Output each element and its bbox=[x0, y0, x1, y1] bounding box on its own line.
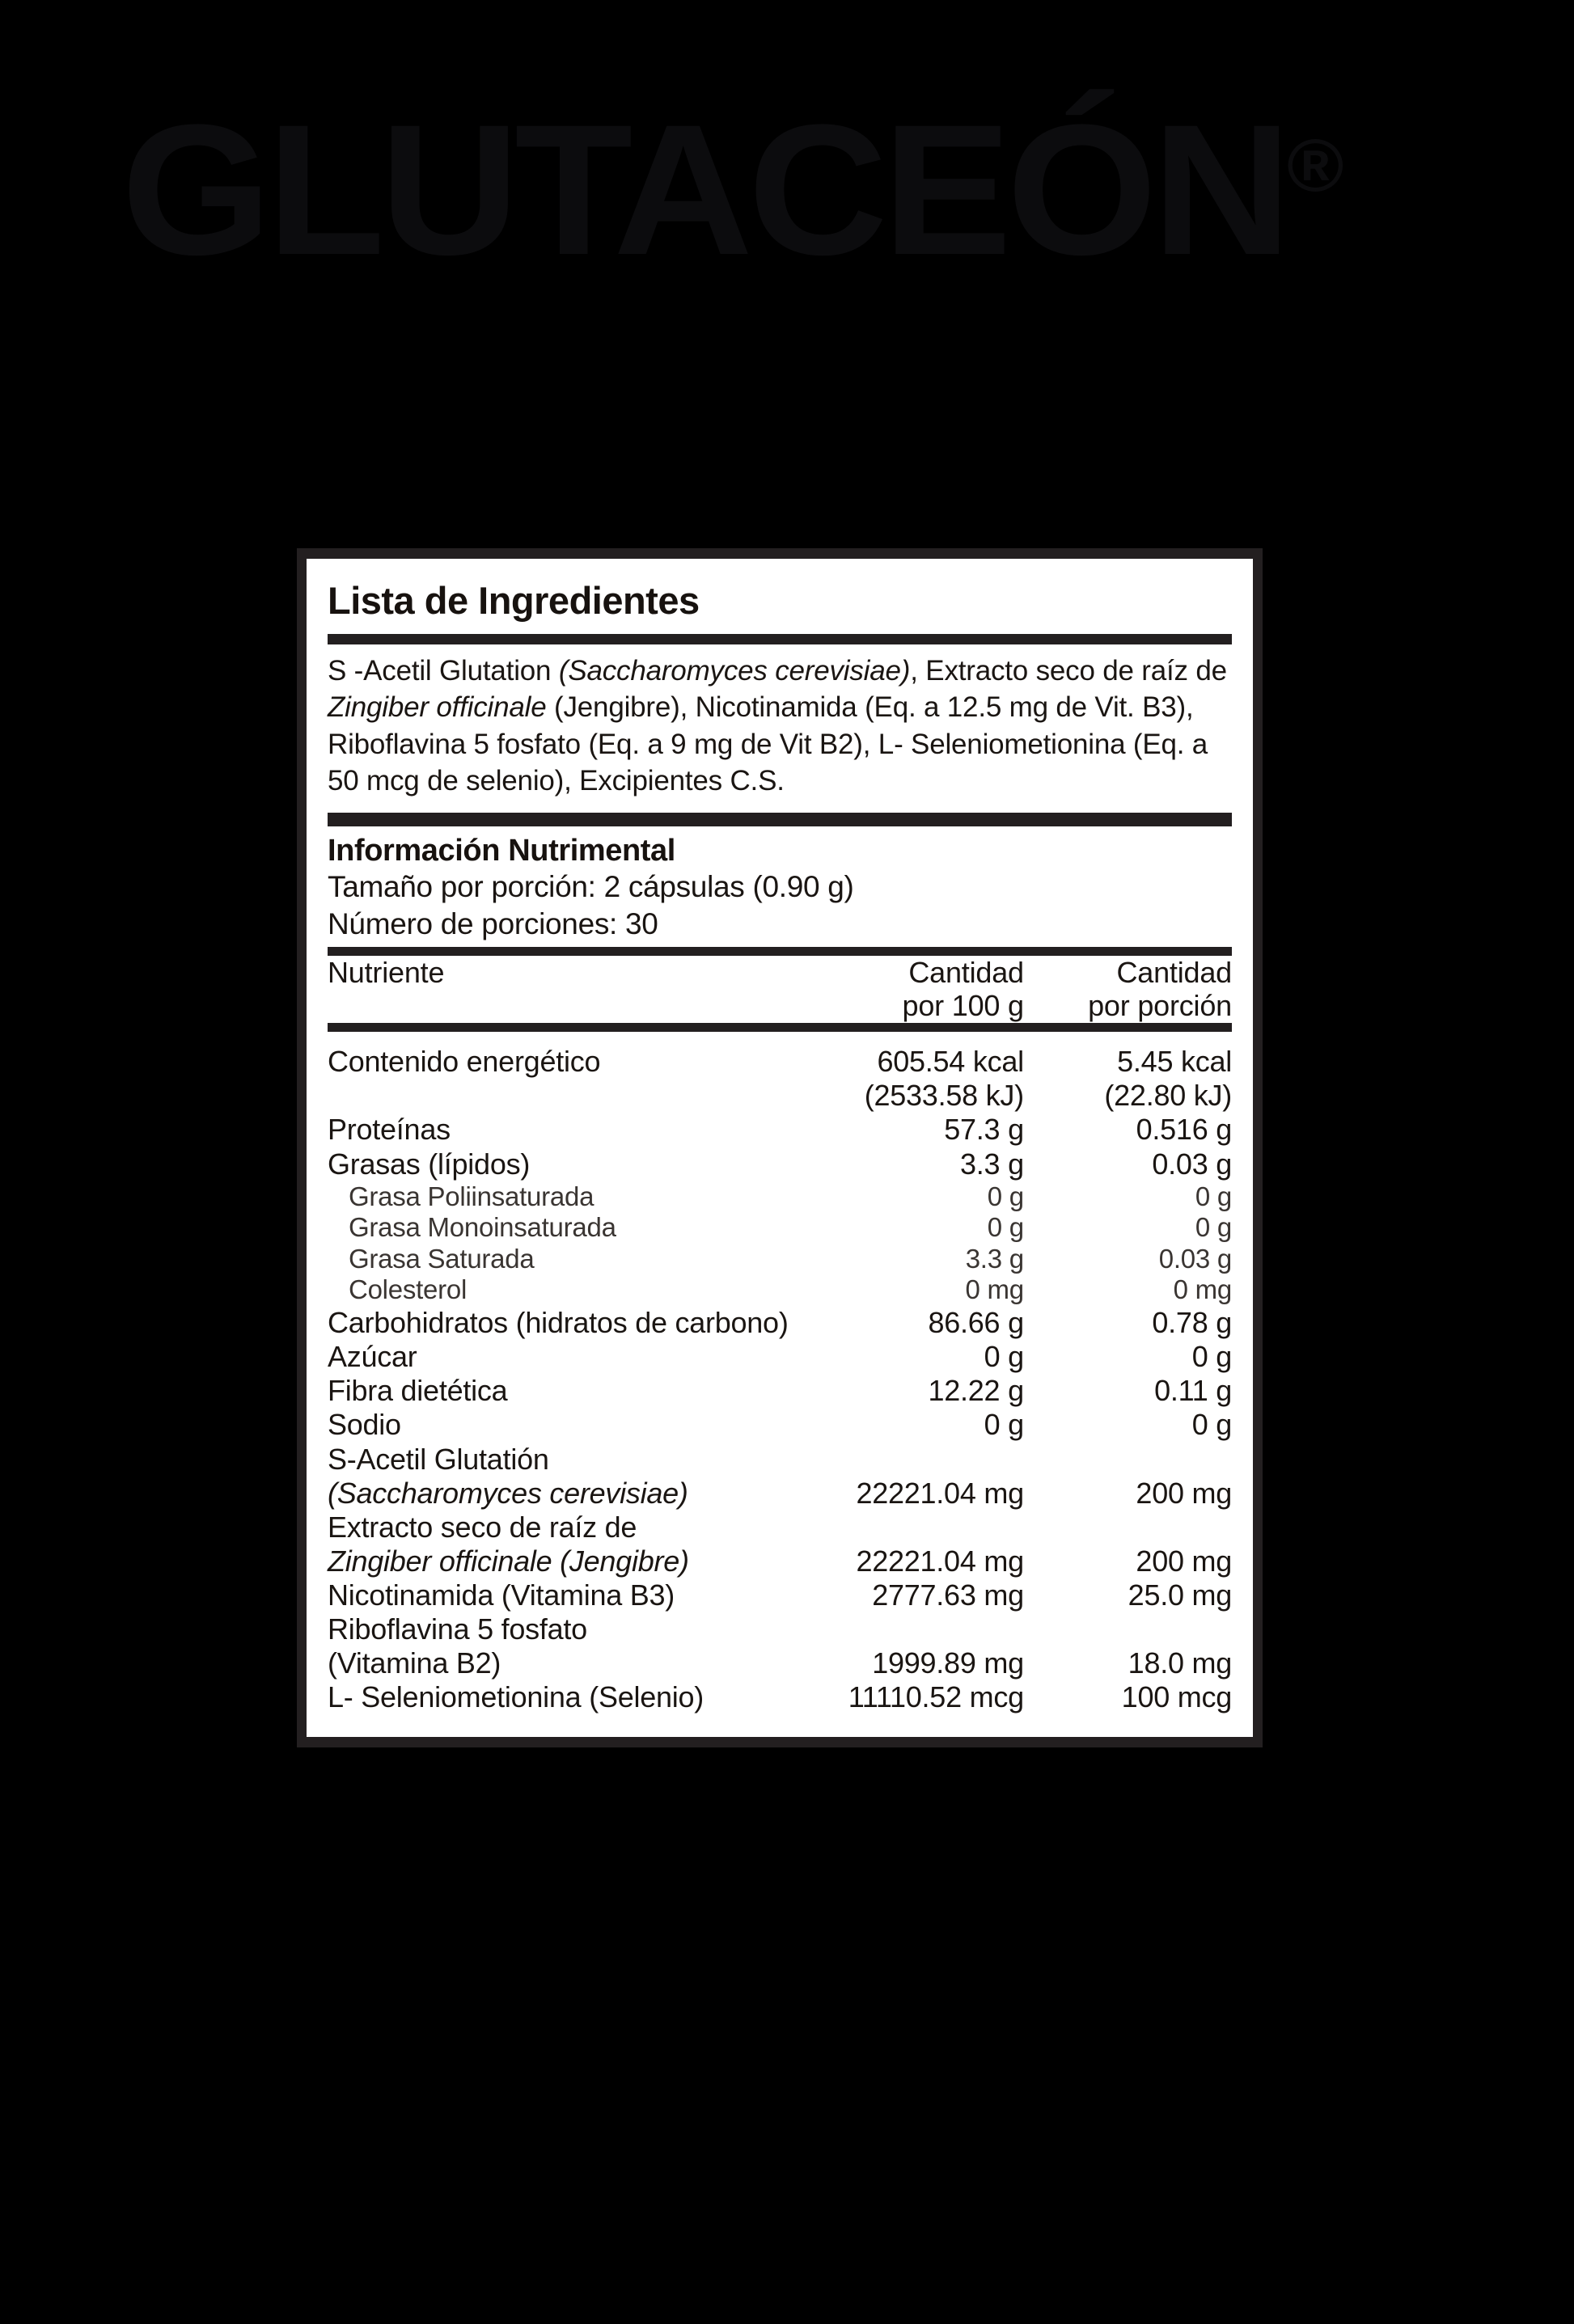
table-row: Carbohidratos (hidratos de carbono) 86.66… bbox=[328, 1306, 1232, 1340]
nutrient-value-per-100g bbox=[798, 1511, 1024, 1544]
nutrient-name: Carbohidratos (hidratos de carbono) bbox=[328, 1306, 789, 1340]
nutrient-value-per-serving bbox=[1024, 1443, 1232, 1477]
brand-watermark-text: GLUTACEÓN bbox=[121, 86, 1292, 294]
nutrient-value-per-100g: 0 g bbox=[984, 1408, 1025, 1442]
nutrient-value-per-100g bbox=[798, 1443, 1024, 1477]
table-row: Azúcar 0 g 0 g bbox=[328, 1340, 1232, 1374]
nutrient-name: Proteínas bbox=[328, 1113, 451, 1147]
nutrient-value-per-serving: 200 mg bbox=[1136, 1544, 1232, 1578]
nutrient-value-per-100g: 86.66 g bbox=[928, 1306, 1024, 1340]
ingredients-title: Lista de Ingredientes bbox=[328, 579, 700, 622]
nutrient-name: (Vitamina B2) bbox=[328, 1646, 501, 1680]
table-row: Colesterol 0 mg 0 mg bbox=[328, 1274, 1232, 1306]
divider-before-nutrition bbox=[328, 812, 1232, 826]
nutrient-value-per-100g: 22221.04 mg bbox=[856, 1544, 1024, 1578]
nutrient-value-per-100g: 0 g bbox=[987, 1212, 1024, 1243]
nutrient-value-per-100g: 2777.63 mg bbox=[872, 1578, 1024, 1612]
nutrient-name: Azúcar bbox=[328, 1340, 417, 1374]
nutrient-name: Zingiber officinale (Jengibre) bbox=[328, 1544, 689, 1578]
table-row: Grasa Poliinsaturada 0 g 0 g bbox=[328, 1181, 1232, 1213]
nutrition-table-body-wrapper: Contenido energético 605.54 kcal (2533.58… bbox=[328, 1035, 1232, 1714]
nutrient-name: Grasas (lípidos) bbox=[328, 1147, 531, 1181]
nutrient-name: Fibra dietética bbox=[328, 1374, 508, 1408]
column-header-nutrient: Nutriente bbox=[328, 955, 445, 989]
table-row: (Saccharomyces cerevisiae) 22221.04 mg 200… bbox=[328, 1477, 1232, 1511]
registered-trademark-icon: ® bbox=[1286, 125, 1344, 208]
table-row: L- Seleniometionina (Selenio) 11110.52 mc… bbox=[328, 1680, 1232, 1714]
nutrient-value-per-serving: 200 mg bbox=[1136, 1476, 1232, 1510]
nutrient-value-per-serving: 0 g bbox=[1191, 1408, 1233, 1442]
nutrient-value-per-100g: 605.54 kcal (2533.58 kJ) bbox=[864, 1045, 1024, 1113]
nutrient-value-per-serving: 0.03 g bbox=[1158, 1243, 1233, 1274]
servings-per-container: Número de porciones: 30 bbox=[328, 906, 658, 940]
nutrient-name: Extracto seco de raíz de bbox=[328, 1510, 637, 1544]
label-content: Lista de Ingredientes S -Acetil Glutatio… bbox=[307, 559, 1253, 1738]
table-row: Zingiber officinale (Jengibre) 22221.04 m… bbox=[328, 1544, 1232, 1578]
divider-under-ingredients-title bbox=[328, 633, 1232, 644]
table-row: Riboflavina 5 fosfato bbox=[328, 1612, 1232, 1646]
table-row: S-Acetil Glutatión bbox=[328, 1443, 1232, 1477]
nutrient-name: S-Acetil Glutatión bbox=[328, 1442, 549, 1476]
nutrient-value-per-100g: 22221.04 mg bbox=[856, 1476, 1024, 1510]
table-row: (Vitamina B2) 1999.89 mg 18.0 mg bbox=[328, 1646, 1232, 1680]
ingredients-body: S -Acetil Glutation (Saccharomyces cerev… bbox=[328, 654, 1227, 797]
nutrient-name: Riboflavina 5 fosfato bbox=[328, 1612, 587, 1646]
nutrient-value-per-100g: 3.3 g bbox=[960, 1147, 1024, 1181]
nutrient-value-per-100g bbox=[798, 1612, 1024, 1646]
nutrition-table: Nutriente Cantidad por 100 g Cantidad po… bbox=[328, 956, 1232, 1024]
nutrient-value-per-serving: 0 g bbox=[1191, 1340, 1233, 1374]
nutrient-name: Nicotinamida (Vitamina B3) bbox=[328, 1578, 675, 1612]
nutrient-value-per-serving: 100 mcg bbox=[1121, 1680, 1233, 1714]
nutrient-value-per-serving: 0.03 g bbox=[1152, 1147, 1232, 1181]
nutrient-value-per-100g: 0 mg bbox=[965, 1274, 1024, 1305]
table-row: Nicotinamida (Vitamina B3) 2777.63 mg 25.0… bbox=[328, 1578, 1232, 1612]
nutrition-title: Información Nutrimental bbox=[328, 833, 675, 868]
nutrient-value-per-100g: 3.3 g bbox=[965, 1243, 1024, 1274]
table-row: Grasa Monoinsaturada 0 g 0 g bbox=[328, 1212, 1232, 1244]
table-header-row: Nutriente Cantidad por 100 g Cantidad po… bbox=[328, 956, 1232, 1024]
divider-above-table-header bbox=[328, 946, 1232, 956]
nutrient-name: (Saccharomyces cerevisiae) bbox=[328, 1476, 688, 1510]
nutrient-value-per-100g: 0 g bbox=[987, 1181, 1024, 1211]
nutrient-value-per-100g: 0 g bbox=[984, 1340, 1025, 1374]
nutrient-name: Colesterol bbox=[349, 1274, 468, 1305]
table-row: Extracto seco de raíz de bbox=[328, 1511, 1232, 1544]
nutrient-name: Contenido energético bbox=[328, 1045, 601, 1079]
nutrition-label-panel: Lista de Ingredientes S -Acetil Glutatio… bbox=[297, 548, 1263, 1748]
nutrient-value-per-100g: 11110.52 mcg bbox=[848, 1680, 1024, 1714]
nutrient-name: Sodio bbox=[328, 1408, 401, 1442]
serving-size: Tamaño por porción: 2 cápsulas (0.90 g) bbox=[328, 870, 854, 904]
nutrient-value-per-100g: 12.22 g bbox=[928, 1374, 1024, 1408]
divider-below-table-header bbox=[328, 1023, 1232, 1033]
nutrient-value-per-serving: 0.516 g bbox=[1136, 1113, 1233, 1147]
nutrient-name: Grasa Poliinsaturada bbox=[349, 1181, 594, 1211]
table-row: Sodio 0 g 0 g bbox=[328, 1408, 1232, 1442]
nutrient-value-per-serving: 18.0 mg bbox=[1128, 1646, 1233, 1680]
nutrition-table-body: Contenido energético 605.54 kcal (2533.58… bbox=[328, 1035, 1232, 1714]
table-row: Grasa Saturada 3.3 g 0.03 g bbox=[328, 1244, 1232, 1275]
table-row: Grasas (lípidos) 3.3 g 0.03 g bbox=[328, 1147, 1232, 1181]
nutrient-value-per-serving: 0.78 g bbox=[1152, 1306, 1232, 1340]
nutrient-name: Grasa Saturada bbox=[349, 1243, 535, 1274]
nutrient-value-per-serving: 25.0 mg bbox=[1128, 1578, 1233, 1612]
table-row: Proteínas 57.3 g 0.516 g bbox=[328, 1113, 1232, 1147]
nutrient-value-per-serving: 0 g bbox=[1195, 1181, 1232, 1211]
nutrient-value-per-serving: 0.11 g bbox=[1154, 1374, 1232, 1408]
brand-watermark: GLUTACEÓN® bbox=[121, 97, 1551, 283]
nutrient-value-per-100g: 57.3 g bbox=[944, 1113, 1024, 1147]
nutrient-name: Grasa Monoinsaturada bbox=[349, 1212, 616, 1243]
nutrient-value-per-serving bbox=[1024, 1612, 1232, 1646]
table-row: Fibra dietética 12.22 g 0.11 g bbox=[328, 1374, 1232, 1408]
nutrition-table-header: Nutriente Cantidad por 100 g Cantidad po… bbox=[328, 956, 1232, 1024]
column-header-per-100g: Cantidad por 100 g bbox=[902, 955, 1025, 1023]
nutrient-name: L- Seleniometionina (Selenio) bbox=[328, 1680, 704, 1714]
nutrient-value-per-serving bbox=[1024, 1511, 1232, 1544]
table-row: Contenido energético 605.54 kcal (2533.58… bbox=[328, 1035, 1232, 1113]
nutrient-value-per-serving: 5.45 kcal (22.80 kJ) bbox=[1104, 1045, 1232, 1113]
nutrient-value-per-serving: 0 g bbox=[1195, 1212, 1232, 1243]
nutrient-value-per-100g: 1999.89 mg bbox=[872, 1646, 1024, 1680]
nutrient-value-per-serving: 0 mg bbox=[1173, 1274, 1233, 1305]
column-header-per-serving: Cantidad por porción bbox=[1088, 955, 1232, 1023]
